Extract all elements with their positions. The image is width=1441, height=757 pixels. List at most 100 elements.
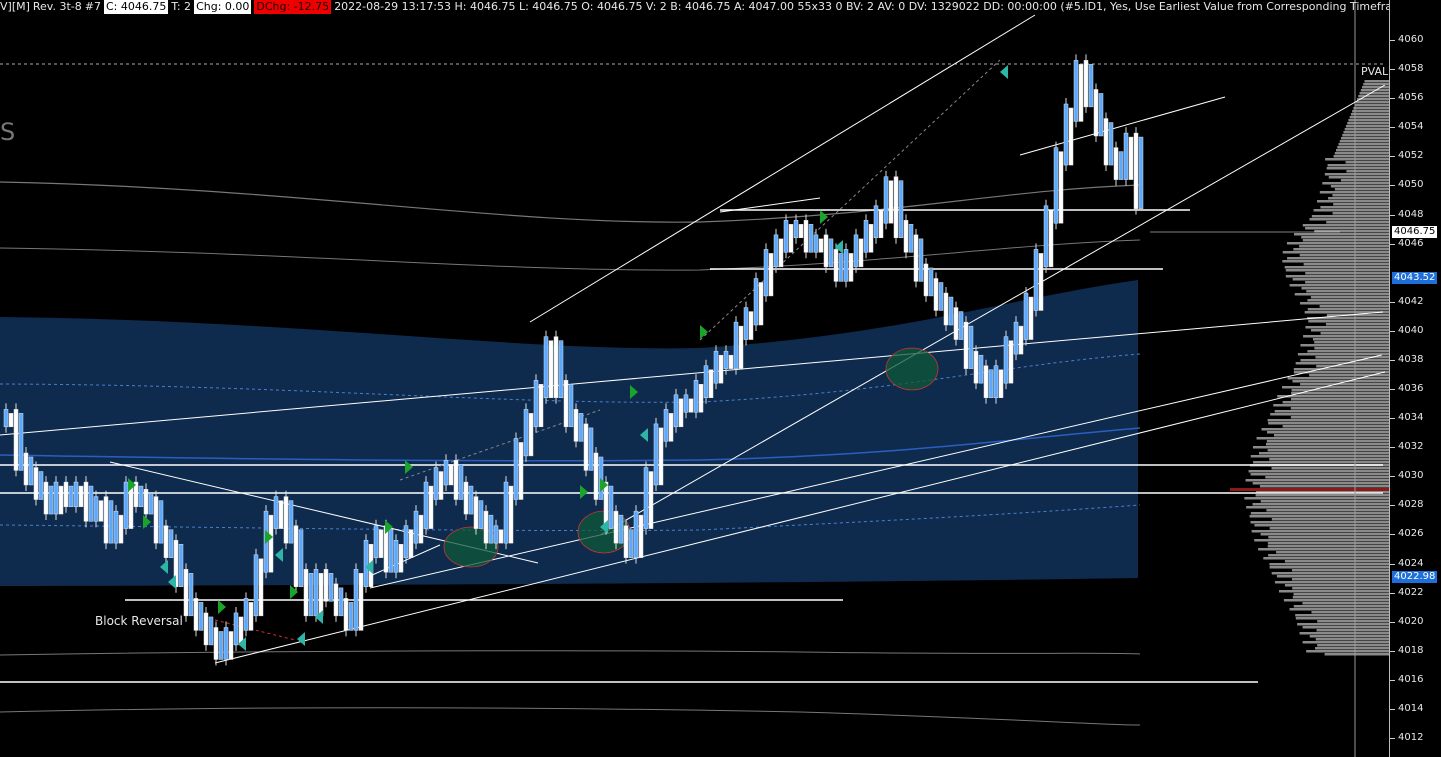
profile-bar	[1340, 137, 1389, 140]
candle-body	[1098, 93, 1104, 137]
candle-body	[1008, 340, 1014, 384]
y-tick-mark	[1390, 592, 1395, 594]
candle-body	[523, 409, 529, 457]
y-tick-label: 4034	[1398, 412, 1424, 424]
profile-bar	[1266, 440, 1389, 443]
header-bar-type: Rev. 3t-8	[32, 0, 82, 13]
profile-bar	[1271, 467, 1389, 470]
candle-body	[598, 456, 604, 500]
y-tick-mark	[1390, 708, 1395, 710]
candle-body	[798, 224, 804, 239]
profile-bar	[1315, 647, 1389, 650]
candle-body	[38, 471, 44, 500]
sell-marker	[297, 632, 305, 646]
profile-bar	[1290, 398, 1389, 401]
candle-body	[23, 452, 29, 486]
profile-bar	[1299, 245, 1389, 248]
candle-body	[123, 481, 129, 529]
candle-body	[473, 496, 479, 529]
band-line-4	[0, 504, 1141, 532]
profile-bar	[1251, 530, 1389, 533]
header-dchg: DChg: -12.75	[254, 0, 332, 14]
profile-bar	[1282, 251, 1389, 254]
candle-body	[428, 485, 434, 529]
candle-body	[928, 267, 934, 297]
candle-body	[618, 514, 624, 544]
candle-body	[128, 485, 134, 529]
y-tick-label: 4040	[1398, 324, 1424, 336]
candle-body	[458, 464, 464, 500]
level-tag-lower: 4022.98	[1392, 571, 1438, 583]
profile-poc	[1230, 488, 1389, 491]
profile-bar	[1334, 188, 1389, 191]
profile-bar	[1309, 374, 1389, 377]
profile-bar	[1286, 242, 1389, 245]
candle-body	[343, 598, 349, 631]
buy-marker	[385, 520, 393, 534]
trendline	[1019, 96, 1226, 156]
candle-body	[68, 485, 74, 508]
candle-body	[348, 602, 354, 631]
y-tick-mark	[1390, 243, 1395, 245]
candle-body	[93, 496, 99, 522]
profile-bar	[1295, 617, 1389, 620]
candle-body	[998, 369, 1004, 398]
buy-marker	[630, 385, 638, 399]
y-tick-label: 4050	[1398, 179, 1424, 191]
highlight-circle	[885, 347, 939, 391]
profile-bar	[1255, 494, 1389, 497]
candle-body	[738, 325, 744, 369]
candle-body	[903, 220, 909, 253]
candle-body	[808, 224, 814, 253]
candle-body	[663, 409, 669, 442]
candle-body	[113, 510, 119, 544]
candle-body	[1053, 147, 1059, 224]
profile-bar	[1306, 290, 1389, 293]
price-axis[interactable]	[1389, 0, 1441, 757]
y-tick-label: 4030	[1398, 470, 1424, 482]
candle-body	[1058, 151, 1064, 224]
candle-body	[168, 529, 174, 558]
candle-body	[188, 573, 194, 617]
candle-body	[53, 481, 59, 515]
y-tick-mark	[1390, 418, 1395, 420]
profile-bar	[1352, 110, 1389, 113]
candle-body	[773, 234, 779, 268]
candle-body	[288, 500, 294, 544]
y-tick-label: 4024	[1398, 557, 1424, 569]
profile-bar	[1244, 497, 1389, 500]
profile-bar	[1310, 296, 1389, 299]
candle-body	[763, 249, 769, 297]
profile-bar	[1326, 167, 1389, 170]
candle-body	[508, 485, 514, 544]
profile-bar	[1305, 326, 1389, 329]
profile-bar	[1292, 380, 1389, 383]
profile-bar	[1357, 98, 1389, 101]
y-tick-mark	[1390, 214, 1395, 216]
profile-bar	[1268, 536, 1389, 539]
profile-bar	[1252, 446, 1389, 449]
y-tick-label: 4012	[1398, 732, 1424, 743]
candle-body	[768, 253, 774, 297]
candle-body	[853, 234, 859, 268]
profile-bar	[1295, 362, 1389, 365]
profile-bar	[1340, 179, 1389, 182]
profile-bar	[1267, 542, 1389, 545]
candle-body	[103, 496, 109, 544]
candle-body	[883, 176, 889, 224]
candle-body	[823, 234, 829, 268]
candle-body	[813, 234, 819, 253]
candle-body	[1038, 253, 1044, 311]
profile-bar	[1270, 413, 1389, 416]
y-tick-mark	[1390, 98, 1395, 100]
profile-bar	[1328, 197, 1389, 200]
buy-marker	[700, 325, 708, 339]
candle-body	[608, 485, 614, 529]
candle-body	[513, 438, 519, 500]
profile-bar	[1300, 359, 1389, 362]
candle-body	[1048, 209, 1054, 268]
trendline	[599, 84, 1386, 536]
profile-bar	[1327, 164, 1389, 167]
candle-body	[948, 296, 954, 326]
